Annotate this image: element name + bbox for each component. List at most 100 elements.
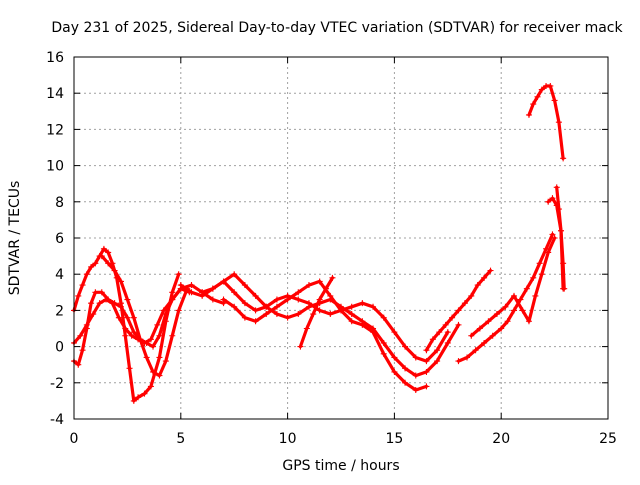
data-point [117,278,124,285]
y-tick-label: 12 [46,122,64,138]
data-point [455,321,462,328]
data-point [329,274,336,281]
data-point [98,289,105,296]
data-point [547,82,554,89]
y-tick-label: -2 [50,376,64,392]
data-point [525,111,532,118]
series-trace [179,279,450,363]
data-point [327,311,334,318]
data-point [103,296,110,303]
data-point [273,296,280,303]
data-point [188,282,195,289]
data-point [472,347,479,354]
data-point [100,245,107,252]
data-point [220,278,227,285]
x-tick-label: 25 [599,431,617,447]
y-axis-label: SDTVAR / TECUs [7,181,23,296]
x-tick-label: 10 [279,431,297,447]
data-point [297,343,304,350]
data-point [169,296,176,303]
x-tick-label: 0 [70,431,79,447]
y-tick-label: 14 [46,86,64,102]
data-point [316,296,323,303]
data-point [150,343,157,350]
data-point [231,271,238,278]
data-point [147,383,154,390]
data-point [423,358,430,365]
data-point [295,296,302,303]
series-trace [100,254,189,378]
data-point [530,274,537,281]
y-tick-label: 0 [55,340,64,356]
data-point [485,318,492,325]
data-point [493,311,500,318]
y-tick-label: 2 [55,303,64,319]
data-point [391,354,398,361]
series-trace [555,185,566,291]
data-point [177,282,184,289]
data-point [92,260,99,267]
data-point [105,260,112,267]
chart-title: Day 231 of 2025, Sidereal Day-to-day VTE… [51,20,623,36]
data-point [169,332,176,339]
data-point [90,311,97,318]
data-point [130,397,137,404]
data-point [423,347,430,354]
data-point [444,329,451,336]
data-series [525,82,567,162]
data-point [536,260,543,267]
data-point [545,198,552,205]
data-point [530,101,537,108]
data-point [79,347,86,354]
data-point [455,358,462,365]
data-point [449,314,456,321]
x-axis-label: GPS time / hours [282,458,399,474]
data-point [130,314,137,321]
data-point [412,387,419,394]
grid-layer [74,57,608,419]
data-point [555,119,562,126]
data-point [532,292,539,299]
data-series [199,271,462,379]
data-point [252,292,259,299]
data-point [402,379,409,386]
data-point [380,314,387,321]
data-point [412,372,419,379]
data-point [263,303,270,310]
data-point [511,292,518,299]
data-point [77,332,84,339]
data-point [543,245,550,252]
data-point [83,271,90,278]
data-point [241,314,248,321]
data-point [220,296,227,303]
data-point [412,354,419,361]
data-point [402,343,409,350]
data-series [553,184,568,292]
y-tick-label: 4 [55,267,64,283]
data-point [391,368,398,375]
data-point [156,332,163,339]
data-point [209,285,216,292]
data-point [96,300,103,307]
data-point [154,321,161,328]
data-point [316,278,323,285]
y-tick-label: 10 [46,159,64,175]
data-point [561,285,568,292]
data-point [150,368,157,375]
data-point [83,321,90,328]
data-point [199,289,206,296]
data-point [75,292,82,299]
data-point [124,296,131,303]
data-point [327,292,334,299]
data-point [284,296,291,303]
data-series [423,267,494,354]
data-point [474,282,481,289]
data-point [489,332,496,339]
data-point [135,394,142,401]
data-point [538,271,545,278]
data-point [231,289,238,296]
data-point [305,282,312,289]
data-point [555,206,562,213]
data-point [525,318,532,325]
